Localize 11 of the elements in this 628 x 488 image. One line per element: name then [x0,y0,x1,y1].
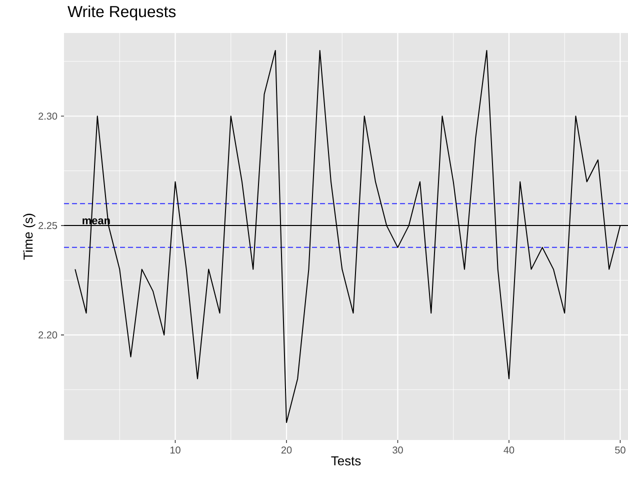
y-tick-label: 2.20 [38,331,58,338]
x-tick-label: 30 [392,446,403,454]
x-tick-label: 10 [170,446,180,454]
y-tick-label: 2.25 [38,222,58,230]
y-tick-label: 2.30 [38,112,58,120]
x-axis-title: Tests [331,456,361,466]
chart-title: Write Requests [68,6,176,20]
y-axis-title: Time (s) [23,214,36,260]
x-tick-label: 40 [504,446,514,454]
x-tick-label: 50 [615,446,626,454]
x-tick-label: 20 [281,446,292,454]
